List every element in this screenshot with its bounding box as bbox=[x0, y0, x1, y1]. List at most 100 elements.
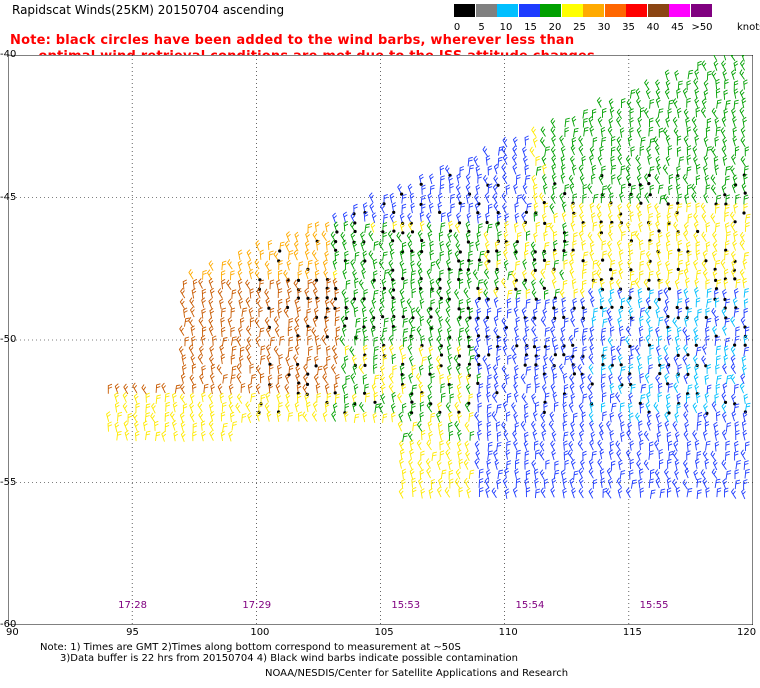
wind-barb bbox=[197, 401, 203, 412]
quality-flag-circle bbox=[477, 258, 482, 262]
quality-flag-circle bbox=[410, 249, 414, 253]
wind-barb bbox=[493, 449, 498, 461]
wind-barb bbox=[486, 364, 492, 375]
wind-barb bbox=[278, 260, 283, 270]
wind-barb bbox=[602, 318, 608, 328]
wind-barb bbox=[496, 404, 502, 414]
wind-barb bbox=[504, 488, 510, 499]
quality-flag-circle bbox=[562, 315, 566, 319]
wind-barb bbox=[732, 297, 738, 308]
wind-barb bbox=[362, 374, 368, 385]
wind-barb bbox=[436, 411, 441, 423]
wind-barb bbox=[208, 402, 214, 414]
wind-barb bbox=[421, 184, 426, 195]
wind-barb bbox=[256, 287, 262, 299]
wind-barb bbox=[383, 193, 388, 204]
wind-barb bbox=[625, 221, 631, 232]
wind-barb bbox=[189, 297, 195, 308]
wind-barb bbox=[445, 241, 451, 252]
quality-flag-circle bbox=[542, 286, 547, 290]
wind-barb bbox=[618, 307, 624, 318]
wind-barb bbox=[694, 458, 700, 469]
wind-barb bbox=[380, 335, 386, 346]
wind-barb bbox=[189, 392, 195, 404]
wind-barb bbox=[448, 383, 454, 394]
wind-barb bbox=[273, 250, 280, 262]
wind-barb bbox=[220, 430, 226, 441]
wind-barb bbox=[476, 308, 482, 319]
wind-barb bbox=[369, 307, 374, 319]
wind-barb bbox=[486, 383, 491, 394]
quality-flag-circle bbox=[467, 362, 472, 366]
wind-barb bbox=[531, 259, 537, 271]
wind-barb bbox=[703, 192, 709, 204]
quality-flag-circle bbox=[392, 210, 396, 214]
wind-barb bbox=[570, 202, 576, 214]
longitude-label: 105 bbox=[374, 627, 394, 638]
wind-barb bbox=[625, 449, 631, 461]
quality-flag-circle bbox=[723, 400, 728, 404]
wind-barb bbox=[597, 154, 603, 166]
wind-barb bbox=[590, 431, 596, 442]
wind-barb bbox=[644, 307, 651, 319]
wind-barb bbox=[473, 345, 479, 356]
wind-barb bbox=[549, 411, 555, 423]
wind-barb bbox=[587, 231, 594, 243]
wind-barb bbox=[505, 184, 511, 195]
wind-barb bbox=[501, 192, 507, 203]
wind-barb bbox=[503, 430, 509, 441]
wind-barb bbox=[339, 335, 345, 346]
wind-barb bbox=[304, 240, 310, 252]
wind-barb bbox=[628, 392, 634, 404]
wind-barb bbox=[636, 126, 642, 138]
wind-barb bbox=[468, 469, 475, 480]
quality-flag-circle bbox=[675, 305, 679, 310]
wind-barb bbox=[687, 213, 693, 224]
wind-barb bbox=[630, 479, 637, 489]
wind-barb bbox=[445, 402, 452, 413]
wind-barb bbox=[740, 373, 746, 384]
quality-flag-circle bbox=[704, 259, 708, 263]
wind-barb bbox=[697, 308, 702, 319]
wind-barb bbox=[381, 383, 386, 395]
wind-barb bbox=[533, 468, 539, 480]
wind-barb bbox=[124, 430, 130, 441]
wind-barb bbox=[629, 108, 634, 119]
wind-barb bbox=[639, 439, 644, 450]
wind-barb bbox=[222, 422, 228, 433]
wind-barb bbox=[582, 308, 588, 319]
quality-flag-circle bbox=[638, 401, 642, 405]
wind-barb bbox=[227, 259, 233, 270]
wind-barb bbox=[440, 222, 446, 232]
wind-barb bbox=[713, 156, 719, 167]
wind-barb bbox=[654, 469, 660, 480]
wind-barb bbox=[411, 402, 416, 413]
wind-barb bbox=[438, 316, 444, 327]
scale-label: 5 bbox=[478, 22, 485, 33]
wind-barb bbox=[440, 469, 447, 479]
wind-barb bbox=[278, 353, 283, 365]
wind-barb bbox=[513, 325, 519, 337]
wind-barb bbox=[733, 99, 739, 110]
wind-barb bbox=[247, 259, 252, 271]
wind-barb bbox=[514, 222, 519, 233]
wind-barb bbox=[342, 211, 348, 223]
wind-barb bbox=[493, 297, 499, 308]
wind-barb bbox=[645, 88, 651, 100]
wind-barb bbox=[216, 364, 223, 375]
wind-barb bbox=[230, 270, 235, 281]
wind-barb bbox=[482, 146, 488, 157]
wind-barb bbox=[648, 270, 654, 281]
wind-barb bbox=[591, 212, 596, 223]
wind-barb bbox=[627, 241, 633, 252]
wind-barb bbox=[713, 55, 717, 61]
quality-flag-circle bbox=[391, 268, 395, 272]
wind-barb bbox=[589, 125, 595, 137]
quality-flag-circle bbox=[410, 411, 414, 415]
wind-barb bbox=[484, 477, 490, 489]
wind-barb bbox=[417, 250, 422, 261]
wind-barb bbox=[564, 117, 570, 128]
wind-barb bbox=[458, 458, 464, 470]
wind-barb bbox=[559, 135, 564, 146]
wind-barb bbox=[716, 279, 722, 289]
